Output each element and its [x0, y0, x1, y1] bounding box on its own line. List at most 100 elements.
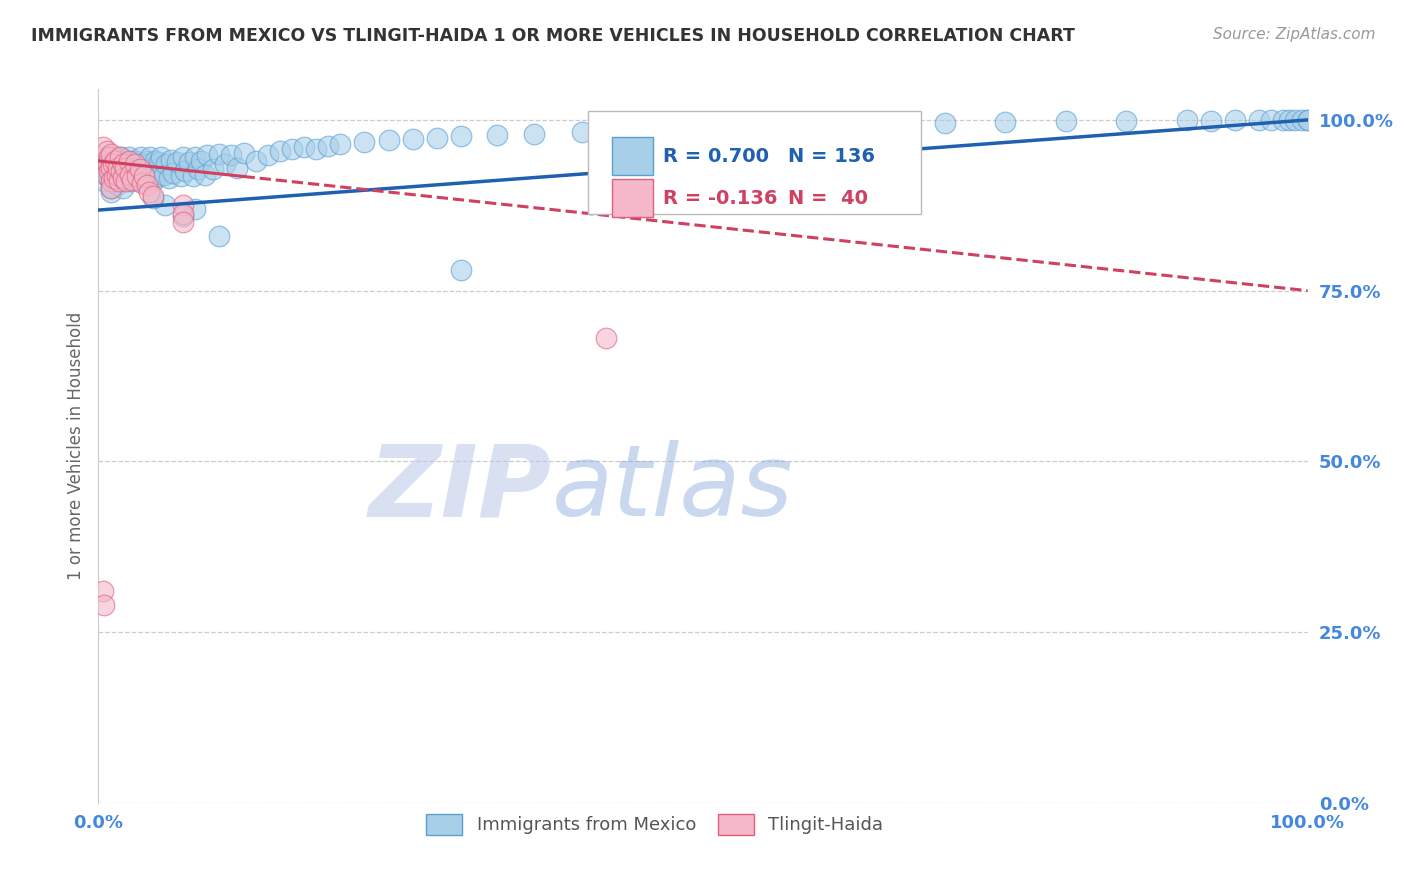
Point [127, 169, 149, 183]
Point [765, 120, 787, 134]
Point [353, 135, 375, 149]
Point [450, 129, 472, 144]
Text: ZIP: ZIP [368, 441, 551, 537]
Point [103, 168, 125, 182]
Point [127, 168, 149, 182]
Point [316, 139, 339, 153]
Point [128, 174, 150, 188]
Point [1296, 112, 1319, 127]
Point [91, 140, 114, 154]
Point [141, 168, 163, 182]
Point [127, 161, 149, 175]
Point [94, 151, 117, 165]
FancyBboxPatch shape [588, 111, 921, 214]
Point [377, 133, 399, 147]
Point [292, 140, 315, 154]
Point [132, 157, 155, 171]
Point [208, 147, 231, 161]
Point [91, 584, 114, 599]
Text: Source: ZipAtlas.com: Source: ZipAtlas.com [1212, 27, 1375, 42]
Text: N =  40: N = 40 [787, 188, 868, 208]
Point [114, 161, 136, 175]
Point [143, 173, 166, 187]
Point [172, 207, 194, 221]
Point [111, 174, 134, 188]
Point [114, 164, 136, 178]
FancyBboxPatch shape [613, 136, 654, 176]
Point [111, 171, 134, 186]
Point [162, 166, 184, 180]
Point [125, 153, 148, 168]
Point [121, 153, 143, 168]
Point [179, 155, 201, 169]
Point [118, 153, 141, 168]
Point [619, 124, 641, 138]
Point [402, 132, 425, 146]
Point [111, 153, 134, 168]
Point [1054, 114, 1077, 128]
Point [160, 153, 183, 167]
Point [93, 153, 115, 168]
Point [96, 144, 118, 158]
Point [98, 164, 121, 178]
Point [523, 127, 546, 141]
Point [110, 164, 132, 178]
Point [142, 161, 165, 175]
Point [1223, 112, 1246, 127]
Point [716, 121, 738, 136]
Point [105, 178, 128, 192]
Point [305, 142, 328, 156]
Point [98, 171, 121, 186]
Text: R = -0.136: R = -0.136 [664, 188, 778, 208]
Point [1284, 112, 1306, 127]
Point [108, 174, 131, 188]
Point [131, 168, 153, 182]
Point [97, 153, 120, 168]
Point [1296, 112, 1319, 127]
Point [124, 157, 146, 171]
Point [595, 331, 617, 345]
Point [124, 157, 146, 171]
Point [256, 148, 278, 162]
Point [174, 164, 197, 178]
Point [111, 157, 134, 171]
Point [136, 157, 159, 171]
Point [1249, 112, 1271, 127]
Point [148, 155, 170, 169]
Point [1291, 112, 1313, 127]
Point [100, 185, 122, 199]
Text: R = 0.700: R = 0.700 [664, 146, 769, 166]
Point [148, 169, 170, 183]
Point [184, 202, 207, 216]
Point [813, 119, 835, 133]
Point [124, 171, 146, 186]
Point [157, 171, 180, 186]
Point [100, 174, 122, 188]
Point [100, 164, 122, 178]
Point [100, 161, 122, 175]
Point [195, 148, 218, 162]
Y-axis label: 1 or more Vehicles in Household: 1 or more Vehicles in Household [66, 312, 84, 580]
Point [142, 189, 165, 203]
Point [97, 157, 120, 171]
Point [100, 161, 122, 175]
Point [107, 171, 129, 186]
Point [873, 117, 896, 131]
Point [232, 145, 254, 160]
Point [118, 168, 141, 182]
Point [108, 168, 131, 182]
Point [202, 162, 225, 177]
Point [111, 168, 134, 182]
Point [122, 164, 145, 178]
Point [131, 176, 153, 190]
Point [142, 191, 165, 205]
Point [150, 151, 173, 165]
Point [426, 130, 449, 145]
Point [108, 161, 131, 175]
Point [145, 164, 167, 178]
Point [153, 198, 176, 212]
Point [104, 153, 127, 168]
Point [181, 169, 204, 183]
Point [100, 147, 122, 161]
Text: atlas: atlas [551, 441, 793, 537]
